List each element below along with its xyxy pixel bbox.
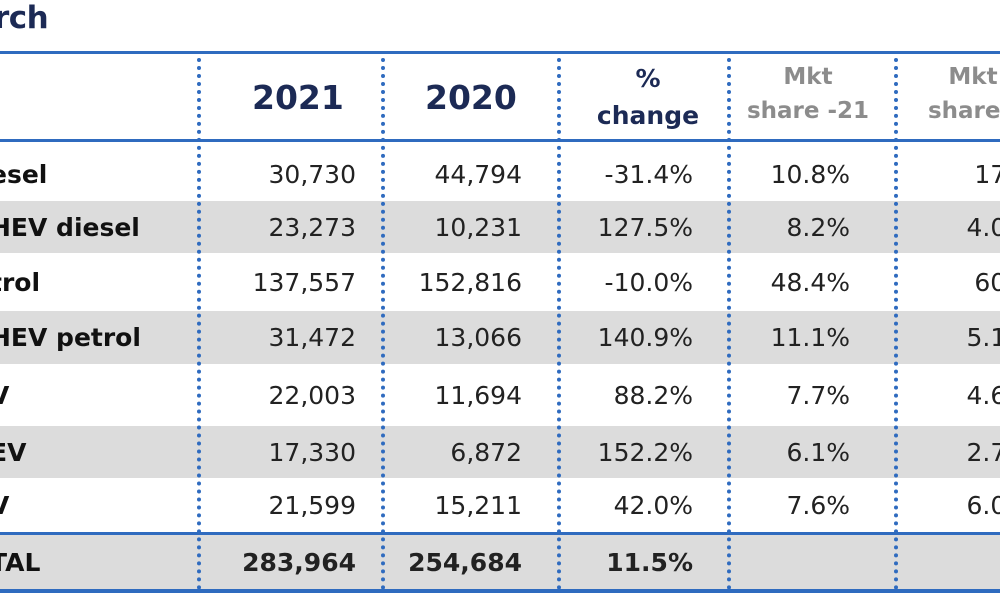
top-rule [0,51,1000,54]
table-title: rch [0,0,49,36]
cell-mkt-share-21: 8.2% [786,212,850,242]
cell-2021: 17,330 [268,437,356,467]
row-label: HEV diesel [0,212,140,242]
cell-change: -31.4% [604,160,693,189]
header-rule [0,139,1000,142]
cell-mkt-share-21: 7.6% [786,490,850,520]
cell-change: 42.0% [613,490,693,520]
cell-2021: 137,557 [252,267,356,297]
cell-change: 140.9% [597,323,693,352]
header-change-line2: change [596,101,700,130]
row-label: V [0,364,9,426]
table-row: HEV petrol 31,472 13,066 140.9% 11.1% 5.… [0,311,1000,364]
total-row: TAL 283,964 254,684 11.5% [0,535,1000,589]
header-2021: 2021 [252,78,344,117]
table-row: V 22,003 11,694 88.2% 7.7% 4.6% [0,364,1000,426]
header-mkt20-line1: Mkt [948,64,998,90]
total-label: TAL [0,547,41,577]
row-label: EV [0,437,27,467]
cell-2021: 31,472 [268,323,356,352]
cell-mkt-share-21: 48.4% [770,267,850,297]
column-divider [727,58,731,590]
cell-2020: 11,694 [434,380,522,410]
bottom-rule [0,589,1000,593]
column-divider [381,58,385,590]
cell-2020: 152,816 [418,267,522,297]
row-label: HEV petrol [0,323,141,352]
cell-2020: 10,231 [434,212,522,242]
cell-change: 88.2% [613,380,693,410]
cell-change: 127.5% [597,212,693,242]
table-row: HEV diesel 23,273 10,231 127.5% 8.2% 4.0… [0,201,1000,253]
column-divider [557,58,561,590]
header-mkt20-line2: share - [927,98,1000,124]
row-label: trol [0,267,41,297]
cell-mkt-share-21: 11.1% [770,323,850,352]
cell-2020: 6,872 [450,437,522,467]
table-row: esel 30,730 44,794 -31.4% 10.8% 17.6 [0,148,1000,201]
cell-change: -10.0% [604,267,693,297]
cell-2021: 22,003 [268,380,356,410]
cell-mkt-share-20: 5.1% [966,323,1000,352]
row-label: V [0,478,9,532]
cell-2020: 44,794 [434,160,522,189]
total-rule [0,532,1000,535]
total-2021: 283,964 [242,547,356,577]
cell-mkt-share-20: 17.6 [974,160,1000,189]
column-divider [197,58,201,590]
total-2020: 254,684 [408,547,522,577]
cell-change: 152.2% [597,437,693,467]
header-mkt-share-21: Mkt share -21 [723,60,893,128]
cell-mkt-share-20: 4.6% [966,380,1000,410]
row-label: esel [0,160,48,189]
total-change: 11.5% [606,547,693,577]
header-mkt21-line2: share -21 [746,98,870,124]
cell-2021: 30,730 [268,160,356,189]
cell-mkt-share-21: 6.1% [786,437,850,467]
cell-mkt-share-21: 10.8% [770,160,850,189]
header-mkt-share-20: Mkt share - [888,60,1000,128]
cell-mkt-share-20: 2.7% [966,437,1000,467]
header-change-line1: % [635,64,661,93]
cell-2021: 23,273 [268,212,356,242]
header-2020: 2020 [425,78,517,117]
table-row: trol 137,557 152,816 -10.0% 48.4% 60.0 [0,253,1000,311]
table-row: V 21,599 15,211 42.0% 7.6% 6.0% [0,478,1000,532]
cell-mkt-share-20: 6.0% [966,490,1000,520]
cell-2020: 13,066 [434,323,522,352]
header-mkt21-line1: Mkt [783,64,833,90]
column-divider [894,58,898,590]
cell-mkt-share-20: 60.0 [974,267,1000,297]
header-change: % change [563,60,733,134]
table-row: EV 17,330 6,872 152.2% 6.1% 2.7% [0,426,1000,478]
cell-mkt-share-21: 7.7% [786,380,850,410]
cell-2021: 21,599 [268,490,356,520]
cell-mkt-share-20: 4.0% [966,212,1000,242]
cell-2020: 15,211 [434,490,522,520]
